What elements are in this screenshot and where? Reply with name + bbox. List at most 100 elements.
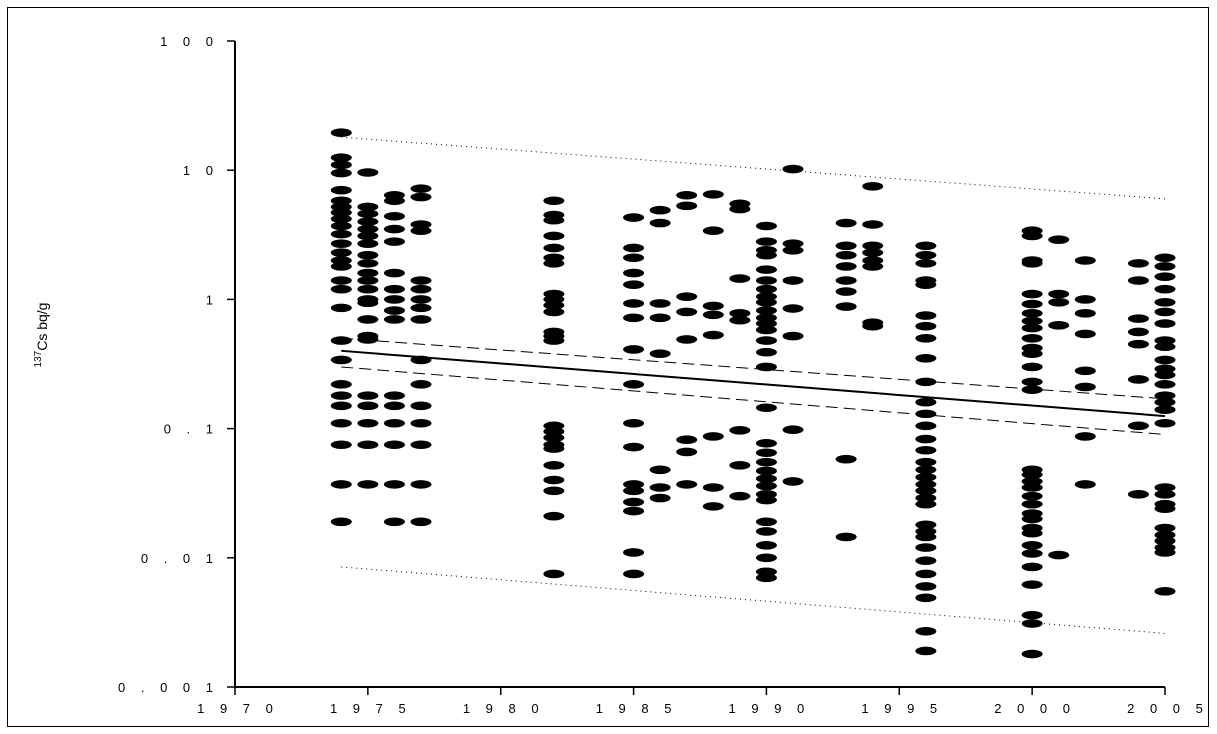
data-point	[915, 397, 937, 407]
data-point	[357, 315, 379, 324]
data-point	[330, 418, 352, 428]
reference-lines	[341, 136, 1166, 634]
data-point	[1021, 499, 1043, 509]
data-point	[862, 182, 884, 191]
data-point	[915, 311, 937, 320]
data-point	[330, 168, 352, 178]
data-point	[915, 457, 937, 467]
data-point	[357, 440, 379, 450]
data-point	[1074, 432, 1096, 441]
data-point	[543, 444, 565, 453]
data-point	[1127, 259, 1149, 268]
data-point	[357, 259, 379, 268]
data-point	[623, 480, 645, 489]
data-point	[623, 253, 645, 263]
data-point	[862, 321, 884, 331]
data-point	[782, 239, 804, 248]
data-point	[782, 304, 804, 313]
data-point	[410, 192, 432, 202]
data-point	[755, 517, 777, 527]
data-point	[1021, 540, 1043, 550]
data-point	[543, 231, 565, 241]
data-point	[543, 433, 565, 443]
data-point	[330, 160, 352, 170]
data-point	[1021, 649, 1043, 659]
data-point	[410, 517, 432, 527]
y-tick-label: 1 0 0	[160, 34, 219, 49]
data-point	[330, 256, 352, 265]
data-point	[1154, 262, 1176, 271]
data-point	[357, 250, 379, 260]
data-point	[915, 434, 937, 444]
data-point	[755, 573, 777, 583]
y-axis-label-text: Cs bq/g	[34, 303, 50, 351]
data-point	[729, 274, 751, 283]
data-point	[410, 315, 432, 324]
data-point	[543, 336, 565, 345]
data-point	[330, 153, 352, 162]
data-point	[755, 336, 777, 345]
data-point	[1154, 355, 1176, 365]
data-point	[1154, 523, 1176, 533]
data-point	[543, 301, 565, 310]
data-point	[1021, 259, 1043, 268]
data-point	[543, 511, 565, 521]
data-point	[330, 380, 352, 389]
data-point	[330, 391, 352, 400]
data-point	[676, 435, 698, 445]
data-point	[835, 532, 857, 542]
data-point	[623, 243, 645, 253]
data-point	[676, 292, 698, 301]
data-point	[755, 466, 777, 476]
data-point	[649, 299, 671, 308]
data-point	[915, 499, 937, 509]
data-point	[1021, 610, 1043, 620]
data-point	[862, 256, 884, 265]
data-point	[410, 440, 432, 450]
data-point	[1154, 272, 1176, 281]
data-point	[1127, 421, 1149, 431]
data-point	[702, 301, 724, 311]
data-point	[1127, 276, 1149, 285]
data-point	[623, 299, 645, 308]
data-point	[357, 209, 379, 219]
data-point	[383, 315, 405, 324]
data-point	[782, 331, 804, 341]
data-point	[410, 401, 432, 411]
data-point	[357, 401, 379, 411]
data-point	[915, 421, 937, 431]
y-tick-label: 0 . 1	[164, 422, 219, 437]
data-point	[1074, 256, 1096, 265]
data-point	[1154, 490, 1176, 499]
data-point	[676, 335, 698, 344]
data-point	[1154, 504, 1176, 513]
data-point	[755, 448, 777, 458]
y-tick-labels: 1 0 0 1 0 1 0 . 1 0 . 0 1 0 . 0 0 1	[118, 34, 219, 695]
data-point	[383, 440, 405, 450]
data-point	[915, 520, 937, 530]
data-point	[755, 553, 777, 563]
data-point	[755, 457, 777, 467]
data-point	[357, 284, 379, 294]
data-point	[383, 268, 405, 278]
data-point	[383, 401, 405, 411]
data-point	[357, 168, 379, 177]
data-point	[623, 506, 645, 516]
data-point	[1048, 297, 1070, 307]
data-point	[1154, 307, 1176, 317]
data-point	[729, 315, 751, 325]
data-point	[357, 480, 379, 489]
data-point	[1074, 366, 1096, 376]
y-axis-label: 137Cs bq/g	[33, 303, 50, 368]
data-point	[1154, 483, 1176, 492]
data-point	[623, 280, 645, 289]
data-point	[623, 313, 645, 323]
data-point	[755, 237, 777, 246]
data-point	[915, 465, 937, 475]
data-point	[623, 345, 645, 354]
data-point	[1021, 491, 1043, 501]
data-points	[330, 128, 1176, 659]
data-point	[702, 502, 724, 511]
data-point	[1127, 327, 1149, 337]
